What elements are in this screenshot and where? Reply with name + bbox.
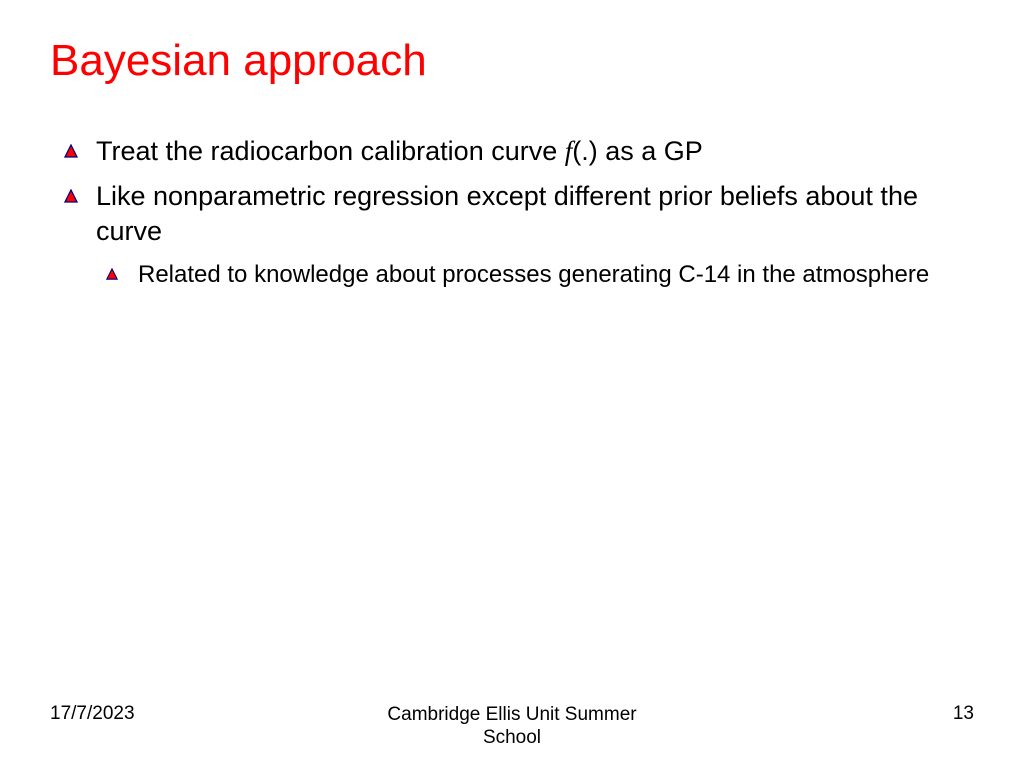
bullet-text: Like nonparametric regression except dif…: [96, 181, 918, 246]
footer-center-line2: School: [483, 727, 541, 748]
footer-page: 13: [714, 703, 974, 725]
bullet-item: Treat the radiocarbon calibration curve …: [50, 134, 974, 169]
footer-center-line1: Cambridge Ellis Unit Summer: [387, 704, 636, 725]
bullet-item: Like nonparametric regression except dif…: [50, 179, 974, 249]
triangle-bullet-icon: [106, 268, 118, 280]
sub-bullet-item: Related to knowledge about processes gen…: [50, 259, 974, 291]
footer: 17/7/2023 Cambridge Ellis Unit Summer Sc…: [0, 703, 1024, 751]
slide: Bayesian approach Treat the radiocarbon …: [0, 0, 1024, 768]
text-run: Treat the radiocarbon calibration curve: [96, 136, 565, 166]
triangle-bullet-icon: [64, 144, 78, 158]
footer-date: 17/7/2023: [50, 703, 310, 725]
footer-center: Cambridge Ellis Unit Summer School: [310, 703, 714, 751]
triangle-bullet-icon: [64, 189, 78, 203]
bullet-list: Treat the radiocarbon calibration curve …: [50, 134, 974, 292]
sub-bullet-list: Related to knowledge about processes gen…: [50, 259, 974, 291]
text-run: (.) as a GP: [572, 136, 703, 166]
text-run: Like nonparametric regression except dif…: [96, 181, 918, 246]
slide-title: Bayesian approach: [50, 36, 974, 86]
bullet-text: Treat the radiocarbon calibration curve …: [96, 136, 703, 166]
text-run: Related to knowledge about processes gen…: [138, 261, 929, 288]
sub-bullet-text: Related to knowledge about processes gen…: [138, 261, 929, 288]
